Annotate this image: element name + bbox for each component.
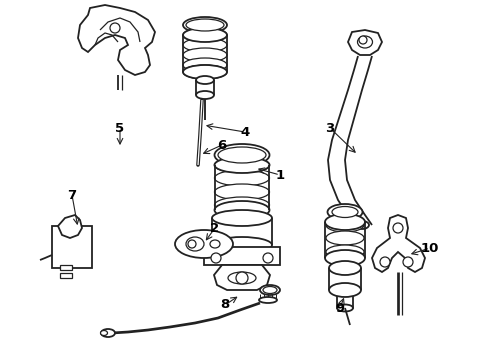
Ellipse shape [326,218,364,232]
Polygon shape [328,56,372,225]
Circle shape [403,257,413,267]
Ellipse shape [228,272,256,284]
Ellipse shape [183,28,227,42]
Bar [60,265,72,270]
Text: 7: 7 [68,189,76,202]
Ellipse shape [175,230,233,258]
Circle shape [380,257,390,267]
Text: 6: 6 [218,139,227,152]
Circle shape [236,272,248,284]
Ellipse shape [183,58,227,72]
Ellipse shape [212,210,272,226]
Text: 9: 9 [336,302,344,315]
Ellipse shape [210,240,220,248]
Text: 3: 3 [325,122,335,135]
Ellipse shape [196,91,214,99]
Circle shape [393,223,403,233]
Text: 10: 10 [421,242,439,255]
Polygon shape [214,265,270,290]
Ellipse shape [358,36,372,48]
Ellipse shape [183,17,227,33]
Ellipse shape [212,237,272,253]
Text: 1: 1 [275,168,285,181]
Ellipse shape [183,48,227,62]
Circle shape [110,23,120,33]
Circle shape [188,240,196,248]
Text: 2: 2 [210,221,220,234]
Ellipse shape [186,237,204,251]
Ellipse shape [101,329,115,337]
Ellipse shape [332,207,358,217]
Circle shape [359,36,367,44]
Polygon shape [348,30,382,55]
Polygon shape [78,5,155,75]
Ellipse shape [263,287,277,293]
Ellipse shape [183,65,227,79]
Ellipse shape [337,305,353,311]
Ellipse shape [183,38,227,52]
Ellipse shape [329,261,361,275]
Ellipse shape [196,76,214,84]
Ellipse shape [215,144,270,166]
Text: 5: 5 [116,122,124,135]
Ellipse shape [355,221,369,229]
Ellipse shape [215,201,270,219]
Bar [52,226,92,268]
Ellipse shape [215,170,270,186]
Ellipse shape [218,147,266,163]
Polygon shape [372,215,425,272]
Ellipse shape [329,283,361,297]
Ellipse shape [325,250,365,266]
Bar [204,247,280,265]
Ellipse shape [186,19,224,31]
Ellipse shape [215,197,270,213]
Circle shape [211,253,221,263]
Ellipse shape [325,214,365,230]
Circle shape [263,253,273,263]
Ellipse shape [183,28,227,42]
Ellipse shape [260,285,280,295]
Ellipse shape [100,330,107,336]
Text: 4: 4 [241,126,249,139]
Bar [60,273,72,278]
Ellipse shape [215,157,270,173]
Ellipse shape [327,204,363,220]
Ellipse shape [326,231,364,245]
Ellipse shape [215,184,270,200]
Ellipse shape [183,65,227,79]
Ellipse shape [326,245,364,259]
Ellipse shape [215,157,270,173]
Text: 8: 8 [220,298,230,311]
Ellipse shape [259,297,277,303]
Polygon shape [58,215,82,238]
